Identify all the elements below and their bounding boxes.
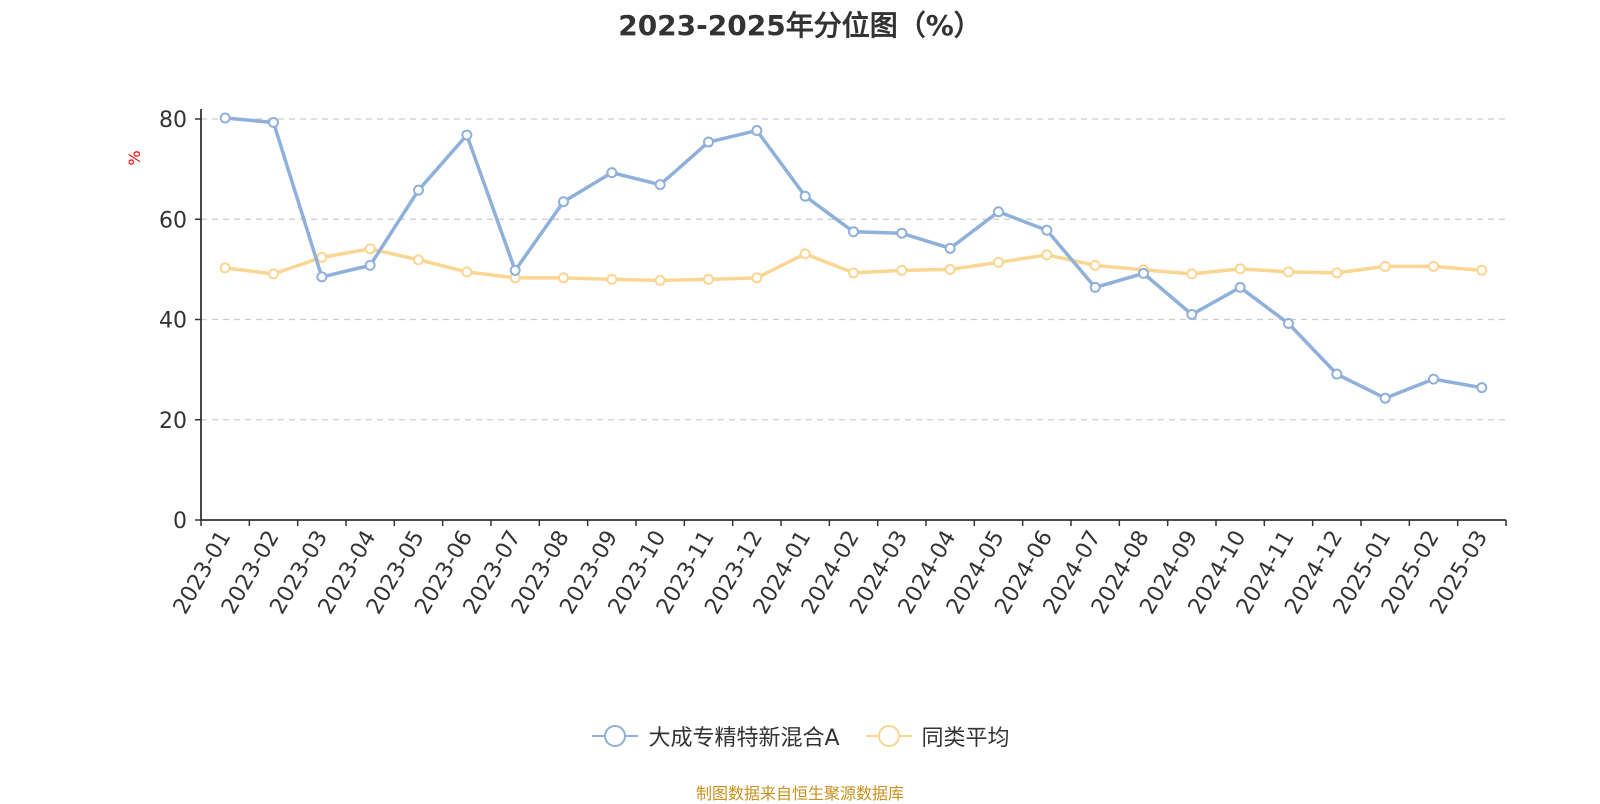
data-point[interactable] <box>654 179 666 191</box>
data-point[interactable] <box>1379 392 1391 404</box>
axis-layer: 0204060802023-012023-022023-032023-04202… <box>159 108 1507 619</box>
data-point[interactable] <box>799 248 811 260</box>
data-point[interactable] <box>606 167 618 179</box>
data-point[interactable] <box>848 226 859 238</box>
data-point[interactable] <box>1138 267 1149 279</box>
data-point[interactable] <box>654 274 666 286</box>
source-note: 制图数据来自恒生聚源数据库 <box>695 784 904 803</box>
legend-line-circle-icon <box>592 725 639 747</box>
data-point[interactable] <box>1379 260 1391 272</box>
data-point[interactable] <box>1089 259 1101 271</box>
data-point[interactable] <box>364 243 376 255</box>
data-point[interactable] <box>413 184 424 196</box>
data-point[interactable] <box>268 117 279 129</box>
legend-line-circle-icon <box>865 725 912 747</box>
legend-item[interactable]: 同类平均 <box>864 720 1010 752</box>
data-point[interactable] <box>606 273 618 285</box>
data-point[interactable] <box>461 266 473 278</box>
data-point[interactable] <box>1428 260 1439 272</box>
data-point[interactable] <box>944 263 956 275</box>
data-point[interactable] <box>1428 373 1439 385</box>
data-point[interactable] <box>848 267 859 279</box>
data-point[interactable] <box>558 196 569 208</box>
data-point[interactable] <box>1476 382 1488 394</box>
data-point[interactable] <box>896 264 908 276</box>
data-point[interactable] <box>799 190 811 202</box>
data-point[interactable] <box>993 206 1004 218</box>
legend-label: 同类平均 <box>921 726 1010 751</box>
data-point[interactable] <box>1476 264 1488 276</box>
data-point[interactable] <box>1234 281 1246 293</box>
chart-title: 2023-2025年分位图（%） <box>618 9 982 42</box>
data-point[interactable] <box>364 259 376 271</box>
data-point[interactable] <box>558 272 569 284</box>
data-point[interactable] <box>1089 281 1101 293</box>
data-point[interactable] <box>944 242 956 254</box>
data-point[interactable] <box>219 112 231 124</box>
data-point[interactable] <box>1234 263 1246 275</box>
data-point[interactable] <box>1041 249 1053 261</box>
legend-item[interactable]: 大成专精特新混合A <box>590 720 840 752</box>
y-axis-label: % <box>125 150 144 165</box>
y-tick-label: 0 <box>173 509 187 534</box>
data-point[interactable] <box>1186 308 1198 320</box>
series-layer <box>219 112 1488 404</box>
y-tick-label: 60 <box>159 208 187 233</box>
data-point[interactable] <box>461 129 473 141</box>
data-point[interactable] <box>316 271 328 283</box>
data-point[interactable] <box>219 262 231 274</box>
data-point[interactable] <box>1331 368 1343 380</box>
legend-label: 大成专精特新混合A <box>648 726 840 751</box>
grid-layer <box>201 118 1506 421</box>
data-point[interactable] <box>993 256 1004 268</box>
data-point[interactable] <box>413 254 424 266</box>
data-point[interactable] <box>1041 224 1053 236</box>
data-point[interactable] <box>316 251 328 263</box>
legend: 大成专精特新混合A 同类平均 <box>0 720 1600 752</box>
y-tick-label: 20 <box>159 409 187 434</box>
data-point[interactable] <box>268 268 279 280</box>
data-point[interactable] <box>1331 267 1343 279</box>
data-point[interactable] <box>751 125 763 137</box>
data-point[interactable] <box>896 227 908 239</box>
data-point[interactable] <box>1186 268 1198 280</box>
data-point[interactable] <box>509 264 521 276</box>
y-tick-label: 40 <box>159 309 187 334</box>
data-point[interactable] <box>1283 266 1294 278</box>
data-point[interactable] <box>751 272 763 284</box>
y-tick-label: 80 <box>159 108 187 133</box>
data-point[interactable] <box>1283 318 1294 330</box>
data-point[interactable] <box>703 136 714 148</box>
data-point[interactable] <box>703 273 714 285</box>
